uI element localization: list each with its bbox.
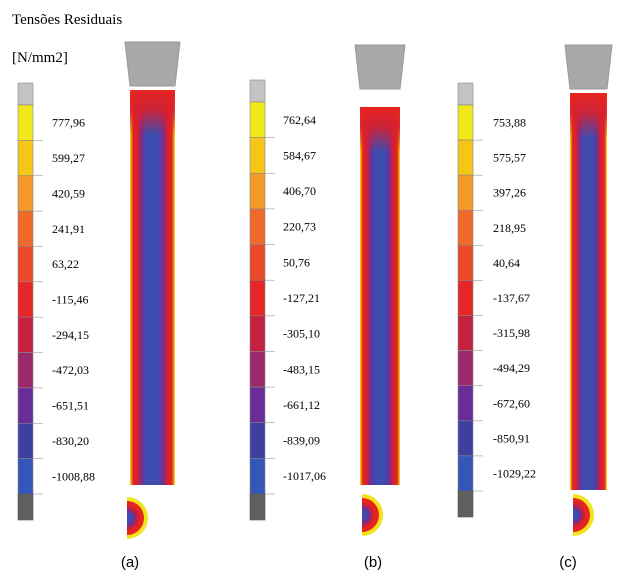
colorbar-segment bbox=[250, 387, 265, 423]
colorbar-segment bbox=[458, 245, 473, 280]
legend-label: -839,09 bbox=[283, 434, 320, 448]
legend-label: 241,91 bbox=[52, 222, 85, 236]
legend-label: -1029,22 bbox=[493, 466, 536, 480]
legend-label: -1008,88 bbox=[52, 469, 95, 483]
panels: 777,96 599,27 420,59 241,91 63,22 -115,46 -294… bbox=[18, 42, 612, 571]
legend-label: 397,26 bbox=[493, 186, 526, 200]
colorbar-segment bbox=[18, 211, 33, 246]
tool bbox=[565, 45, 612, 89]
colorbar-segment bbox=[18, 140, 33, 175]
colorbar-bottom bbox=[18, 494, 33, 520]
rod bbox=[360, 107, 400, 485]
colorbar-segment bbox=[18, 459, 33, 494]
legend-label: -830,20 bbox=[52, 434, 89, 448]
legend-label: -115,46 bbox=[52, 293, 89, 307]
legend-label: 406,70 bbox=[283, 184, 316, 198]
legend-label: -1017,06 bbox=[283, 469, 326, 483]
rod-top bbox=[360, 107, 400, 152]
colorbar-bottom bbox=[250, 494, 265, 520]
colorbar-segment bbox=[458, 105, 473, 140]
colorbar-segment bbox=[250, 209, 265, 245]
rod bbox=[570, 93, 607, 490]
colorbar-segment bbox=[458, 140, 473, 175]
tool bbox=[125, 42, 180, 86]
legend-label: -294,15 bbox=[52, 328, 89, 342]
legend-label: -137,67 bbox=[493, 291, 530, 305]
legend-label: -651,51 bbox=[52, 399, 89, 413]
legend-label: 584,67 bbox=[283, 148, 316, 162]
legend-label: 762,64 bbox=[283, 113, 316, 127]
colorbar-segment bbox=[250, 458, 265, 494]
legend-label: 599,27 bbox=[52, 151, 85, 165]
legend-label: -850,91 bbox=[493, 431, 530, 445]
title: Tensões Residuais bbox=[12, 12, 122, 28]
colorbar-segment bbox=[458, 386, 473, 421]
legend-label: -472,03 bbox=[52, 363, 89, 377]
legend-label: 50,76 bbox=[283, 255, 310, 269]
legend-label: -661,12 bbox=[283, 398, 320, 412]
legend-label: 420,59 bbox=[52, 186, 85, 200]
tool bbox=[355, 45, 405, 89]
colorbar-bottom bbox=[458, 491, 473, 517]
colorbar-segment bbox=[18, 423, 33, 458]
colorbar-top bbox=[458, 83, 473, 105]
legend-label: 63,22 bbox=[52, 257, 79, 271]
colorbar-segment bbox=[458, 316, 473, 351]
legend-label: -672,60 bbox=[493, 396, 530, 410]
colorbar-segment bbox=[458, 421, 473, 456]
colorbar-top bbox=[250, 80, 265, 102]
legend-label: 220,73 bbox=[283, 220, 316, 234]
colorbar-segment bbox=[250, 423, 265, 459]
colorbar-segment bbox=[250, 316, 265, 352]
panel: 777,96 599,27 420,59 241,91 63,22 -115,46 -294… bbox=[18, 42, 180, 571]
rod bbox=[130, 90, 175, 485]
legend-label: -127,21 bbox=[283, 291, 320, 305]
legend-label: -305,10 bbox=[283, 327, 320, 341]
colorbar-segment bbox=[250, 138, 265, 174]
colorbar-segment bbox=[18, 388, 33, 423]
caption: (b) bbox=[364, 554, 382, 571]
legend-label: -483,15 bbox=[283, 362, 320, 376]
colorbar-segment bbox=[458, 175, 473, 210]
colorbar-segment bbox=[18, 317, 33, 352]
colorbar-segment bbox=[458, 351, 473, 386]
legend-label: -494,29 bbox=[493, 361, 530, 375]
legend-label: 753,88 bbox=[493, 116, 526, 130]
unit: [N/mm2] bbox=[12, 50, 68, 66]
colorbar-segment bbox=[18, 246, 33, 281]
legend-label: 777,96 bbox=[52, 116, 85, 130]
legend-label: -315,98 bbox=[493, 326, 530, 340]
colorbar-segment bbox=[250, 173, 265, 209]
colorbar-segment bbox=[250, 351, 265, 387]
panel: 762,64 584,67 406,70 220,73 50,76 -127,21 -305… bbox=[250, 45, 405, 571]
colorbar-segment bbox=[18, 176, 33, 211]
figure: Tensões Residuais [N/mm2] 777,96 599,27 42… bbox=[0, 0, 617, 573]
colorbar-segment bbox=[458, 280, 473, 315]
legend-label: 218,95 bbox=[493, 221, 526, 235]
caption: (a) bbox=[121, 554, 139, 571]
rod-top bbox=[570, 93, 607, 138]
legend-label: 40,64 bbox=[493, 256, 520, 270]
colorbar-top bbox=[18, 83, 33, 105]
colorbar-segment bbox=[18, 353, 33, 388]
colorbar-segment bbox=[250, 245, 265, 281]
colorbar-segment bbox=[18, 105, 33, 140]
caption: (c) bbox=[559, 554, 577, 571]
rod-top bbox=[130, 90, 175, 135]
colorbar-segment bbox=[458, 210, 473, 245]
panel: 753,88 575,57 397,26 218,95 40,64 -137,67 -315… bbox=[458, 45, 612, 571]
colorbar-segment bbox=[250, 280, 265, 316]
colorbar-segment bbox=[18, 282, 33, 317]
legend-label: 575,57 bbox=[493, 151, 526, 165]
colorbar-segment bbox=[250, 102, 265, 138]
colorbar-segment bbox=[458, 456, 473, 491]
